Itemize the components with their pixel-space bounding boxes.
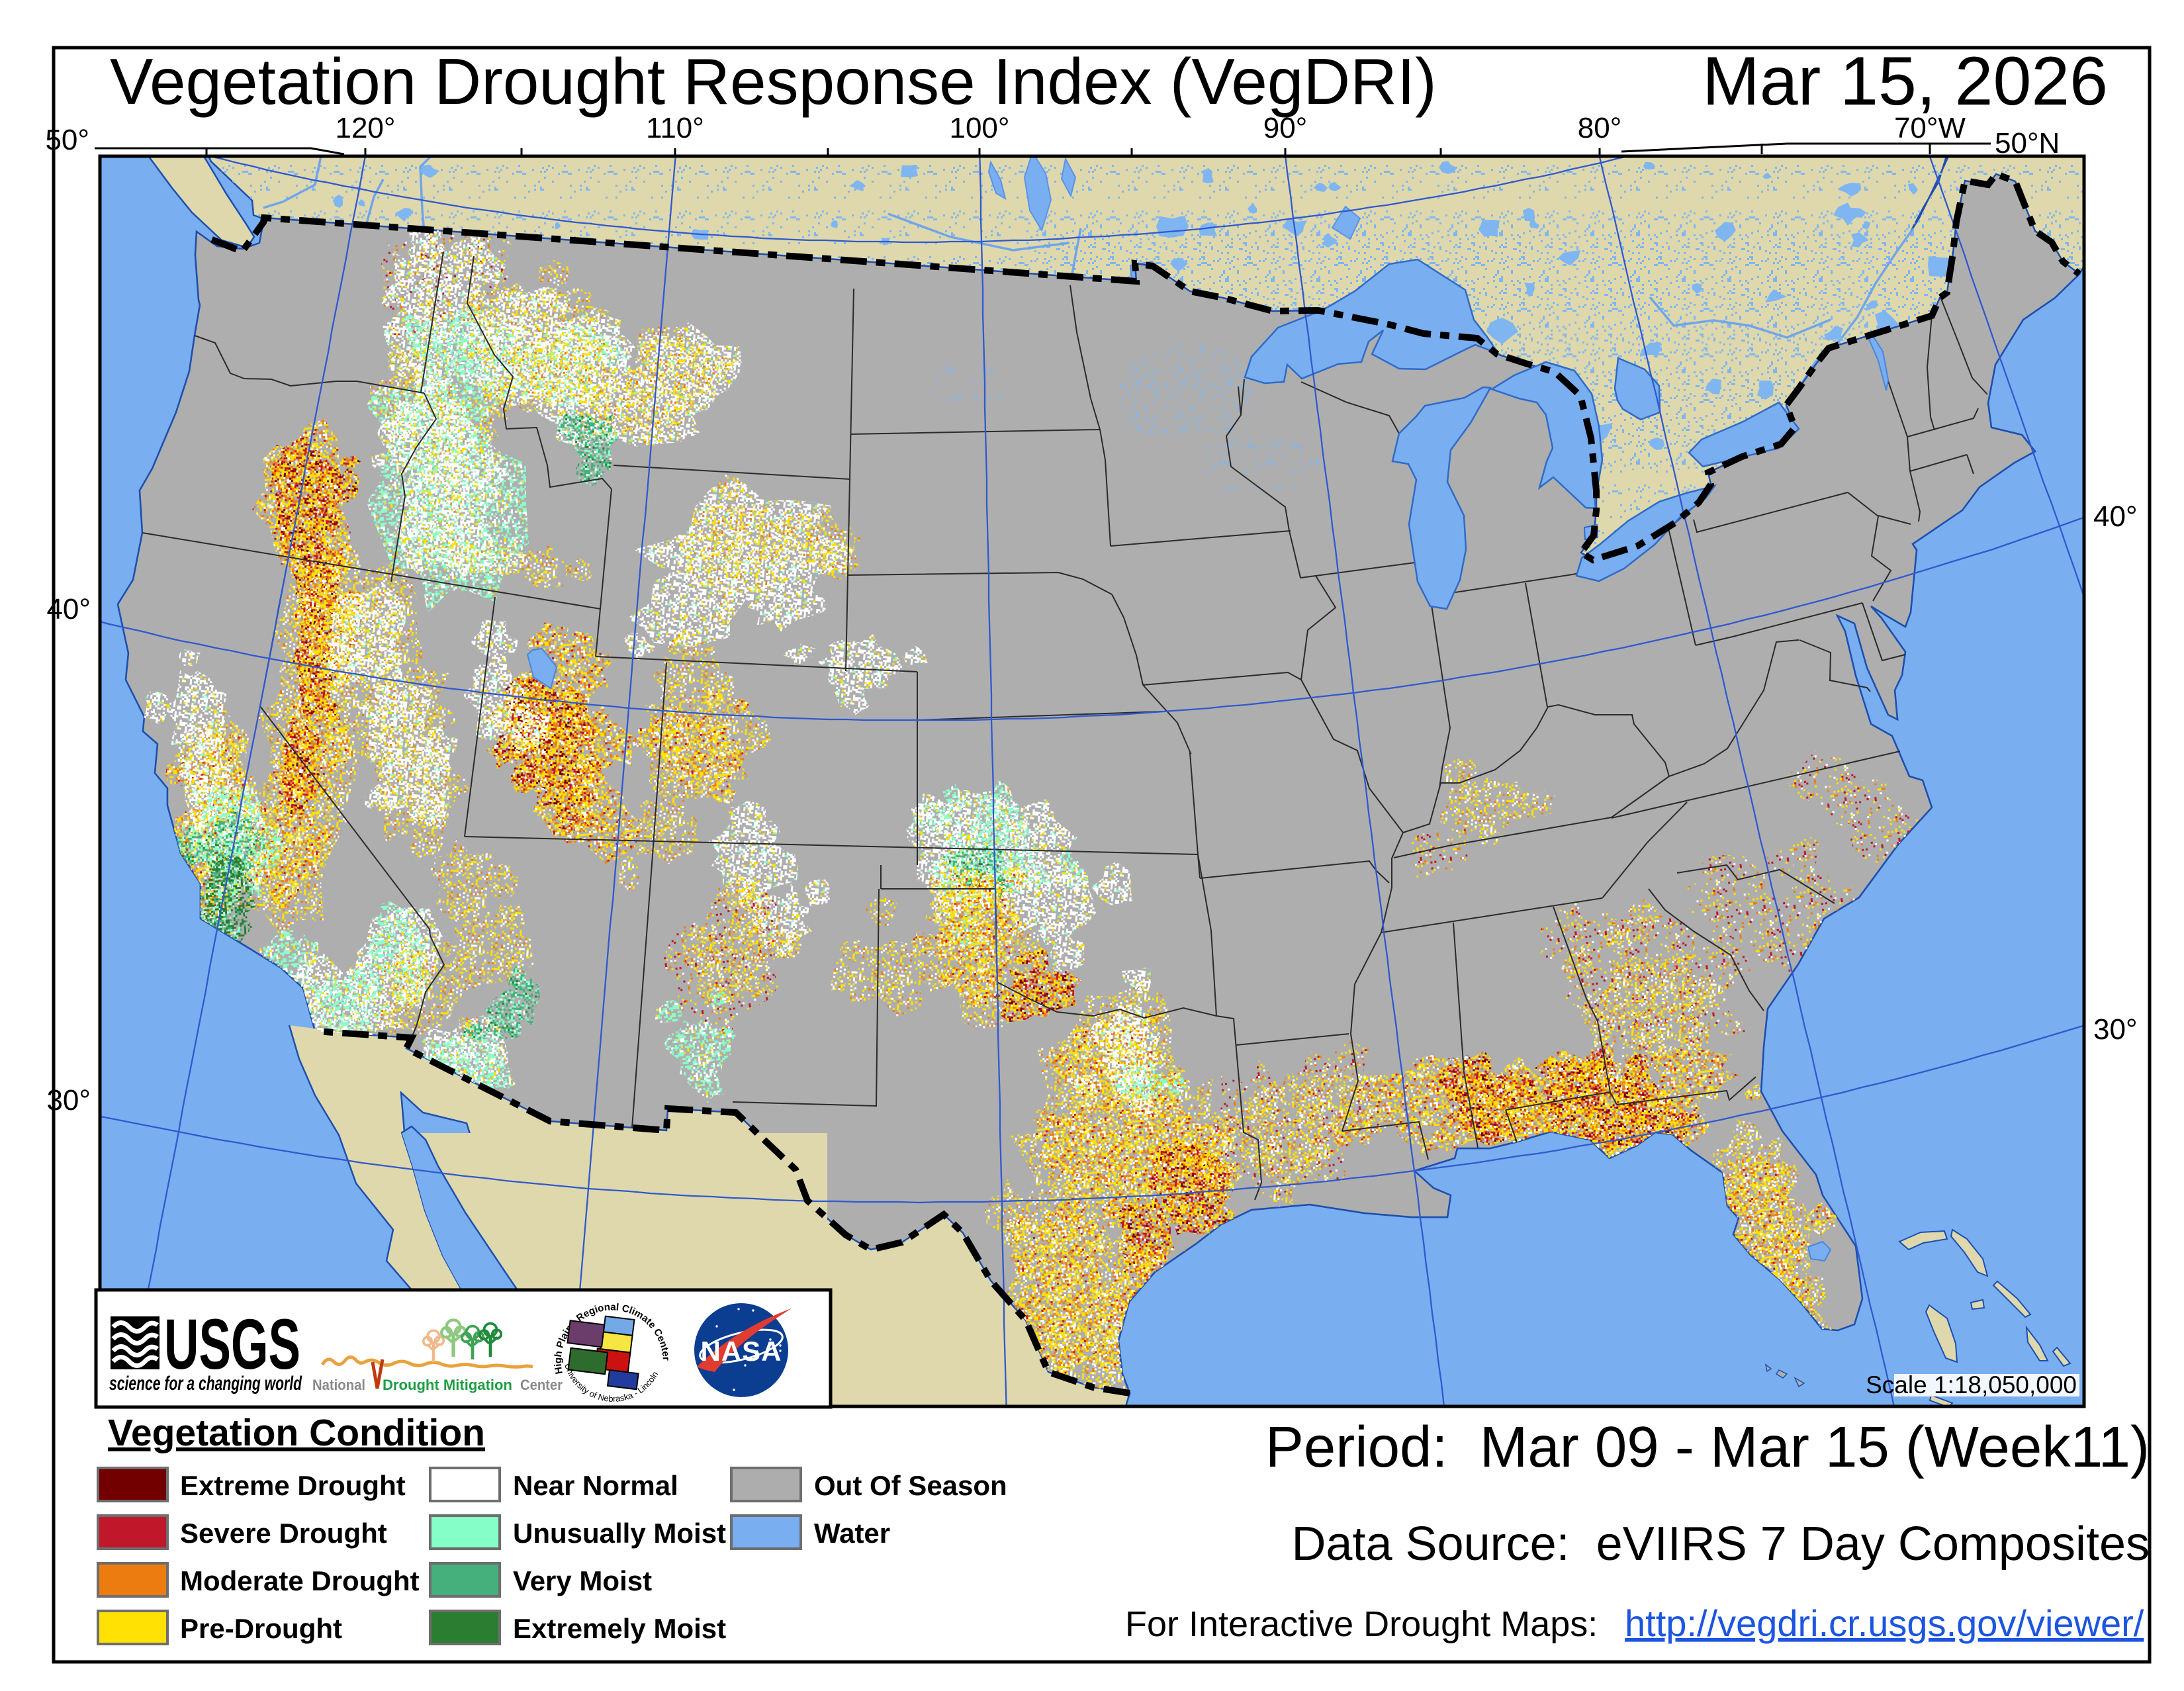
- svg-text:Center: Center: [520, 1377, 563, 1393]
- svg-text:Extreme Drought: Extreme Drought: [180, 1470, 406, 1501]
- svg-text:30°: 30°: [2093, 1013, 2138, 1046]
- svg-text:Mar 15, 2026: Mar 15, 2026: [1702, 43, 2108, 120]
- svg-text:40°: 40°: [2093, 500, 2138, 533]
- svg-text:90°: 90°: [1263, 112, 1308, 144]
- svg-text:NASA: NASA: [700, 1336, 782, 1367]
- svg-text:Vegetation Drought Response In: Vegetation Drought Response Index (VegDR…: [110, 45, 1437, 118]
- svg-text:Drought Mitigation: Drought Mitigation: [383, 1377, 512, 1393]
- svg-text:National: National: [312, 1377, 365, 1393]
- svg-text:120°: 120°: [335, 112, 395, 144]
- svg-text:USGS: USGS: [164, 1304, 300, 1384]
- svg-text:30°: 30°: [46, 1084, 91, 1117]
- svg-text:100°: 100°: [949, 112, 1009, 144]
- svg-text:Moderate Drought: Moderate Drought: [180, 1565, 420, 1596]
- svg-text:Unusually Moist: Unusually Moist: [513, 1518, 726, 1549]
- svg-text:Water: Water: [814, 1518, 890, 1549]
- svg-text:40°: 40°: [46, 593, 91, 625]
- svg-text:50°: 50°: [45, 124, 89, 156]
- svg-text:For Interactive Drought Maps:: For Interactive Drought Maps:: [1125, 1604, 1598, 1644]
- svg-text:80°: 80°: [1578, 112, 1622, 144]
- svg-text:http://vegdri.cr.usgs.gov/view: http://vegdri.cr.usgs.gov/viewer/: [1625, 1602, 2144, 1644]
- svg-text:Severe Drought: Severe Drought: [180, 1518, 387, 1549]
- svg-text:Vegetation Condition: Vegetation Condition: [108, 1412, 485, 1454]
- svg-text:50°N: 50°N: [1995, 127, 2060, 160]
- svg-text:Data Source: eVIIRS 7 Day Com: Data Source: eVIIRS 7 Day Composites: [1291, 1518, 2150, 1571]
- svg-text:Very Moist: Very Moist: [513, 1565, 652, 1596]
- svg-text:science for a changing world: science for a changing world: [109, 1373, 302, 1394]
- svg-text:Period: Mar 09 - Mar 15 (Week: Period: Mar 09 - Mar 15 (Week11): [1265, 1415, 2150, 1479]
- svg-text:Out Of Season: Out Of Season: [814, 1470, 1007, 1501]
- svg-text:Pre-Drought: Pre-Drought: [180, 1613, 342, 1644]
- svg-text:Extremely Moist: Extremely Moist: [513, 1613, 726, 1644]
- svg-text:70°W: 70°W: [1894, 112, 1966, 144]
- svg-text:Near Normal: Near Normal: [513, 1470, 678, 1501]
- svg-text:110°: 110°: [646, 112, 704, 144]
- svg-text:Scale 1:18,050,000: Scale 1:18,050,000: [1866, 1371, 2077, 1398]
